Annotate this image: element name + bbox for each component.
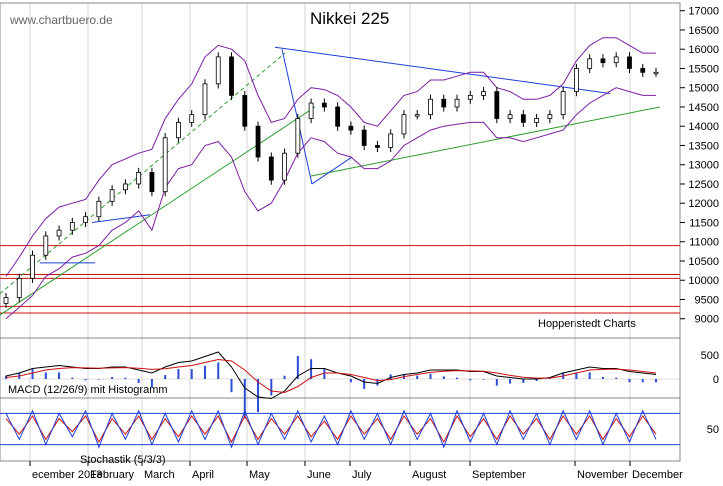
candle-body: [454, 98, 460, 108]
x-tick-label: June: [307, 469, 331, 481]
candle-body: [520, 114, 526, 123]
y-tick-label: 10000: [688, 275, 719, 287]
macd-tick-label: 0: [713, 374, 719, 386]
trend-line-green: [309, 106, 661, 177]
y-tick-label: 9500: [695, 294, 719, 306]
candle-body: [428, 98, 433, 116]
candle-body: [414, 114, 420, 117]
x-tick-label: November: [577, 469, 628, 481]
candle-body: [348, 125, 354, 131]
candle-body: [122, 183, 128, 191]
candle-body: [43, 235, 49, 256]
candle-body: [321, 102, 327, 108]
x-tick-label: September: [472, 469, 526, 481]
candle-body: [653, 71, 659, 75]
candle-body: [481, 91, 486, 96]
candle-body: [255, 125, 261, 158]
y-tick-label: 16000: [688, 44, 719, 56]
candle-body: [494, 91, 500, 119]
candle-body: [375, 145, 380, 148]
candle-body: [534, 118, 540, 123]
stoch-label: Stochastik (5/3/3): [80, 454, 166, 466]
macd-signal-line: [5, 358, 657, 394]
candle-body: [268, 156, 274, 181]
trend-line-green-dashed: [0, 52, 286, 295]
x-tick-label: March: [144, 469, 175, 481]
candle-body: [335, 106, 341, 127]
y-tick-label: 15500: [688, 63, 719, 75]
x-tick-label: ecember 2013: [32, 469, 102, 481]
y-tick-label: 12000: [688, 198, 719, 210]
y-tick-label: 16500: [688, 25, 719, 37]
x-tick-label: April: [192, 469, 214, 481]
x-tick-label: July: [352, 469, 372, 481]
candle-body: [574, 68, 579, 92]
candle-body: [600, 58, 606, 64]
y-tick-label: 9000: [695, 314, 719, 326]
y-tick-label: 14000: [688, 121, 719, 133]
candle-body: [627, 56, 632, 69]
x-tick-label: August: [412, 469, 446, 481]
candle-body: [507, 114, 513, 119]
candle-body: [295, 118, 301, 154]
candle-body: [587, 58, 593, 69]
candle-body: [109, 189, 115, 202]
candle-body: [229, 56, 234, 96]
candle-body: [83, 216, 88, 223]
candle-body: [162, 137, 168, 193]
y-tick-label: 14500: [688, 102, 719, 114]
bollinger-upper: [5, 37, 656, 277]
stoch-k-line: [5, 409, 657, 449]
chart-title: Nikkei 225: [310, 9, 389, 28]
credit-label: Hoppenstedt Charts: [538, 318, 636, 330]
candle-body: [16, 277, 22, 298]
macd-tick-label: 500: [701, 350, 719, 362]
candle-body: [401, 114, 407, 135]
y-tick-label: 13500: [688, 140, 719, 152]
candle-body: [613, 56, 619, 64]
candle-body: [202, 83, 208, 116]
trend-line-blue: [311, 156, 353, 185]
candle-body: [56, 229, 62, 237]
candle-body: [30, 254, 35, 279]
y-tick-label: 11500: [689, 217, 719, 229]
y-tick-label: 17000: [688, 6, 719, 18]
y-tick-label: 11000: [689, 237, 719, 249]
y-tick-label: 15000: [688, 83, 719, 95]
candle-body: [176, 121, 181, 139]
y-tick-label: 13000: [688, 160, 719, 172]
candle-body: [640, 68, 646, 73]
candle-body: [242, 95, 248, 127]
candle-body: [308, 102, 314, 119]
y-tick-label: 12500: [688, 179, 719, 191]
candle-body: [282, 152, 287, 181]
candle-body: [560, 91, 566, 116]
y-tick-label: 10500: [688, 256, 719, 268]
candle-body: [361, 129, 367, 146]
candle-body: [441, 98, 447, 108]
watermark: www.chartbuero.de: [9, 13, 113, 27]
trend-line-blue: [91, 214, 151, 223]
x-tick-label: December: [632, 469, 683, 481]
candle-body: [69, 222, 75, 231]
candle-body: [388, 133, 394, 148]
candle-body: [149, 172, 155, 193]
candle-body: [467, 95, 473, 100]
trend-line-blue: [281, 49, 313, 185]
x-tick-label: May: [249, 469, 270, 481]
x-tick-label: February: [90, 469, 135, 481]
candle-body: [215, 56, 221, 85]
candle-body: [136, 172, 142, 185]
candle-body: [547, 114, 553, 119]
candle-body: [3, 297, 9, 304]
candle-body: [189, 114, 195, 123]
stoch-tick-label: 50: [707, 424, 719, 436]
bollinger-lower: [5, 87, 656, 320]
trend-line-blue: [274, 46, 611, 94]
candle-body: [96, 200, 102, 218]
